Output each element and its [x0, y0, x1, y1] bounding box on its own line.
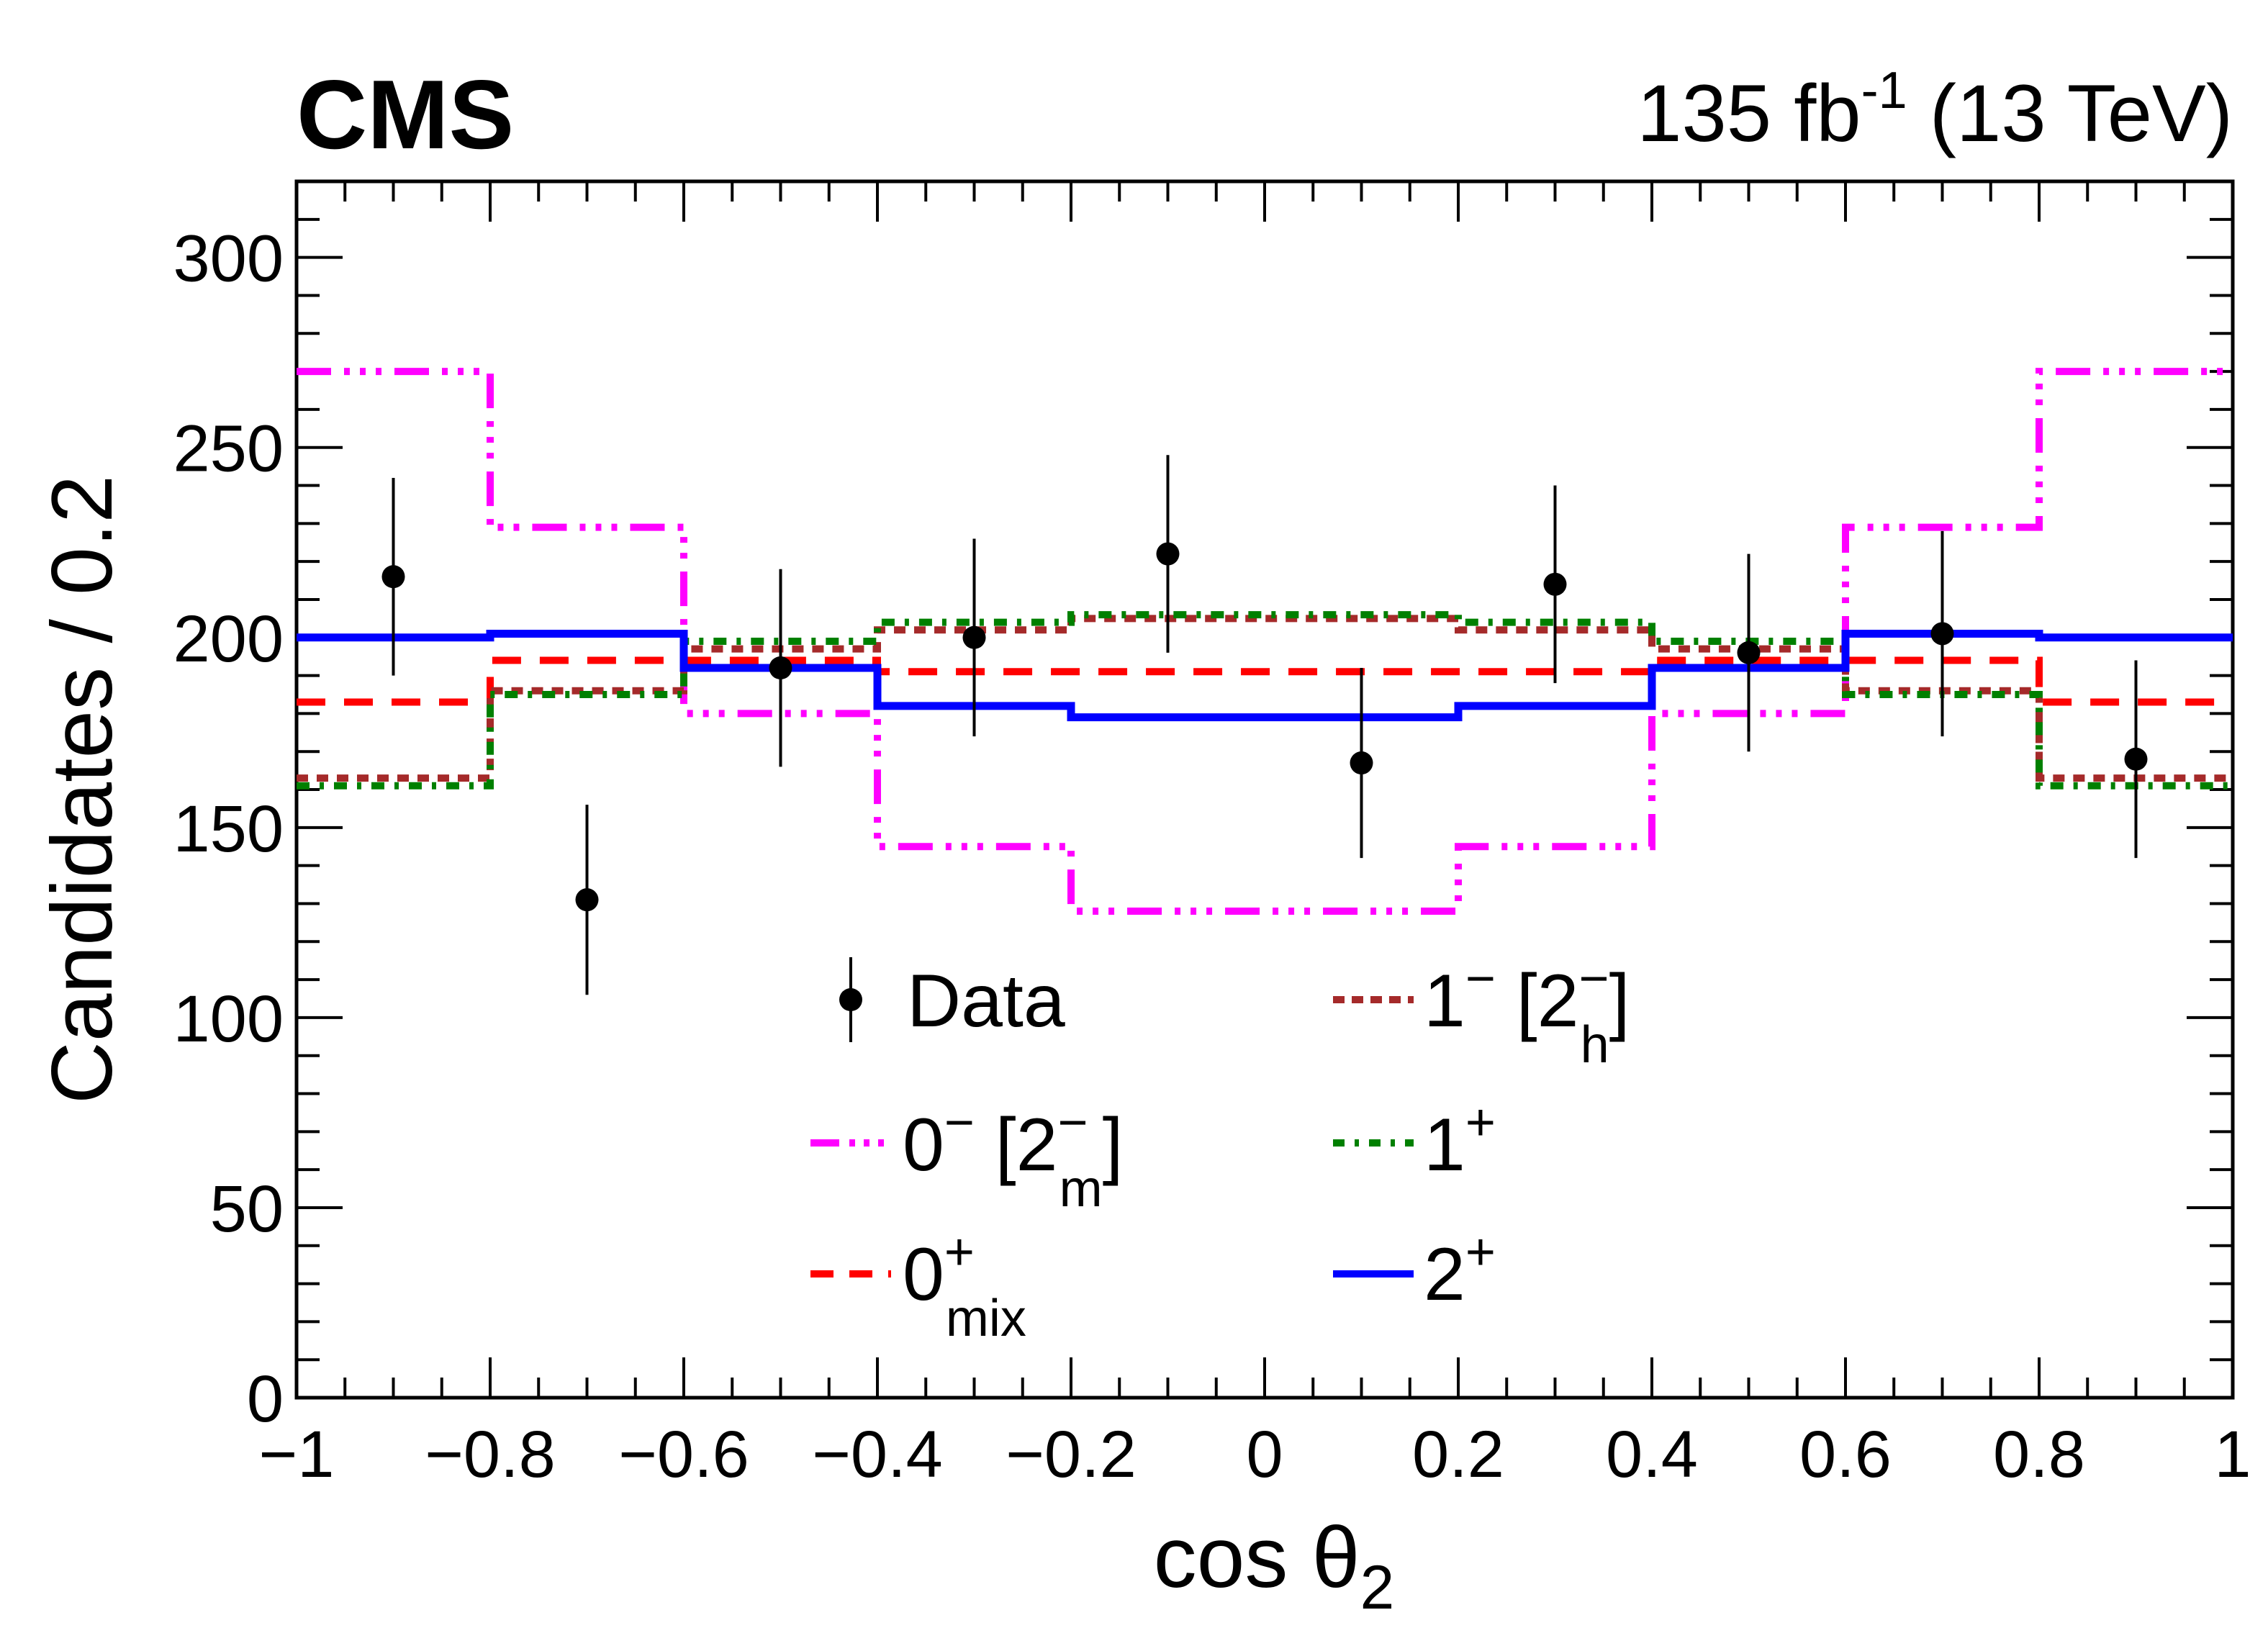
data-point	[2124, 747, 2148, 771]
axis-ticks	[295, 180, 2234, 1399]
data-point	[769, 656, 792, 679]
legend-0minus-label: 0− [2− m]	[903, 1094, 1123, 1218]
data-point	[1350, 751, 1373, 775]
y-tick-label: 0	[247, 1362, 284, 1436]
legend-1plus-sup: +	[1465, 1094, 1496, 1152]
x-tick-label: −1	[259, 1418, 335, 1491]
legend-0minus-sup: −	[944, 1094, 975, 1152]
data-point	[1737, 641, 1761, 664]
legend-1minus-main: 1	[1424, 959, 1465, 1043]
y-tick-label: 50	[210, 1172, 284, 1246]
plot-frame	[294, 179, 2235, 1400]
series-s0mix-line	[297, 656, 2233, 706]
axis-tick-labels: −1 −0.8 −0.6 −0.4 −0.2 0 0.2 0.4 0.6 0.8 105010015…	[173, 222, 2251, 1491]
legend-1minus-rest: [2	[1496, 959, 1579, 1043]
lumi-label: 135 fb-1 (13 TeV)	[1637, 62, 2233, 158]
x-tick-label: −0.2	[1006, 1418, 1137, 1491]
legend-1minus-label: 1− [2− h]	[1424, 950, 1630, 1074]
legend-0mix-main: 0	[903, 1233, 944, 1316]
series-layer	[297, 368, 2233, 915]
legend-0mix-sup: +	[944, 1224, 975, 1281]
x-tick-label: 0.6	[1799, 1418, 1892, 1491]
legend: Data 0− [2− m] 0+ mix 1− [2− h] 1+ 2+	[810, 950, 1630, 1347]
y-tick-label: 300	[173, 222, 284, 296]
lumi-value: 135 fb	[1637, 68, 1861, 158]
legend-1minus-rest-sub: h	[1581, 1016, 1609, 1074]
legend-0minus-main: 0	[903, 1103, 944, 1187]
x-tick-label: 0.8	[1993, 1418, 2085, 1491]
series-s2p-line	[297, 629, 2233, 722]
experiment-label: CMS	[297, 60, 514, 169]
data-points	[381, 455, 2148, 995]
series-s1p-line	[297, 611, 2233, 790]
data-point	[1930, 622, 1954, 646]
y-tick-label: 200	[173, 602, 284, 676]
x-tick-label: 1	[2214, 1418, 2251, 1491]
legend-0mix-label: 0+ mix	[903, 1224, 1026, 1347]
data-point	[1543, 572, 1567, 596]
legend-2plus-main: 2	[1424, 1233, 1465, 1316]
y-tick-label: 150	[173, 792, 284, 866]
legend-2plus-label: 2+	[1424, 1224, 1496, 1316]
legend-1plus-label: 1+	[1424, 1094, 1496, 1187]
legend-0minus-close: ]	[1103, 1103, 1124, 1187]
x-axis-title-sub: 2	[1360, 1553, 1394, 1622]
lumi-energy: (13 TeV)	[1907, 68, 2233, 158]
x-tick-label: −0.4	[812, 1418, 943, 1491]
data-point	[962, 625, 986, 649]
data-point	[575, 888, 599, 912]
legend-2plus-sup: +	[1465, 1224, 1496, 1281]
legend-0minus-rest-sub: m	[1060, 1160, 1103, 1218]
legend-1plus-main: 1	[1424, 1103, 1465, 1187]
x-tick-label: 0	[1246, 1418, 1283, 1491]
legend-0minus-rest: [2	[975, 1103, 1058, 1187]
legend-data-label: Data	[907, 959, 1065, 1043]
series-s0m-line	[297, 368, 2233, 915]
x-tick-label: −0.6	[618, 1418, 749, 1491]
y-tick-label: 250	[173, 412, 284, 486]
y-tick-label: 100	[173, 982, 284, 1056]
x-tick-label: 0.4	[1606, 1418, 1698, 1491]
data-point	[381, 565, 405, 589]
x-axis-title: cos θ2	[1154, 1509, 1395, 1622]
legend-0mix-sub: mix	[946, 1290, 1026, 1347]
legend-data-marker	[839, 988, 862, 1011]
legend-1minus-close: ]	[1609, 959, 1630, 1043]
data-point	[1156, 542, 1180, 566]
legend-1minus-sup: −	[1465, 950, 1496, 1008]
x-tick-label: −0.8	[425, 1418, 556, 1491]
series-s1m-line	[297, 615, 2233, 782]
y-axis-title: Candidates / 0.2	[34, 475, 130, 1104]
legend-0minus-rest-sup: −	[1058, 1094, 1088, 1152]
x-axis-title-main: cos θ	[1154, 1509, 1360, 1606]
x-tick-label: 0.2	[1412, 1418, 1504, 1491]
lumi-exponent: -1	[1861, 62, 1907, 119]
legend-1minus-rest-sup: −	[1579, 950, 1609, 1008]
